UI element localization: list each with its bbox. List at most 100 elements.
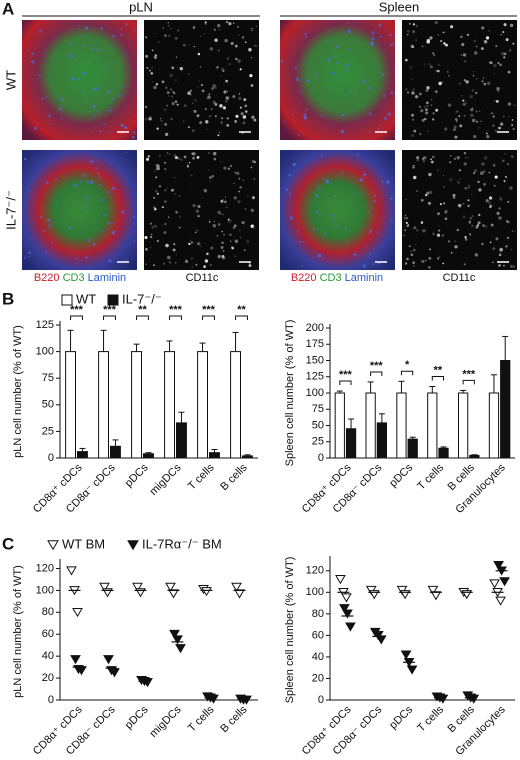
speckle [164,168,167,170]
data-point [489,579,500,589]
speckle [69,54,74,58]
y-tick-label: 175 [306,338,324,350]
speckle [248,264,252,267]
significance-label: ** [138,304,147,316]
speckle [239,229,241,232]
bar [376,422,387,459]
speckle [216,66,219,69]
speckle [408,22,411,25]
bar [143,453,154,459]
speckle [31,60,35,64]
speckle [406,33,409,36]
speckle [430,98,433,101]
speckle [170,27,172,30]
speckle [111,97,115,101]
speckle [456,156,460,160]
speckle [164,34,167,37]
speckle [414,95,419,99]
speckle [121,210,125,214]
speckle [254,44,258,48]
speckle [183,104,187,107]
bar [197,351,209,459]
speckle [220,161,222,163]
speckle [476,120,479,123]
speckle [254,44,256,47]
speckle [487,200,491,205]
speckle [175,210,179,214]
speckle [167,24,170,27]
data-point [165,582,176,592]
bar [334,392,345,459]
speckle [129,112,131,115]
speckle [428,256,432,260]
speckle [467,204,470,208]
speckle [297,134,300,137]
speckle [149,246,152,249]
speckle [460,35,463,39]
speckle [216,235,219,237]
speckle [404,262,408,265]
speckle [502,115,505,118]
speckle [89,266,92,268]
speckle [345,69,349,73]
speckle [432,52,435,55]
speckle [285,188,289,191]
speckle [222,69,225,73]
speckle [411,78,414,80]
speckle [447,240,451,243]
speckle [173,176,176,179]
speckle [361,79,366,84]
bar [77,451,88,459]
speckle [124,22,129,27]
speckle [208,93,211,96]
speckle [102,213,107,217]
speckle [39,29,43,33]
speckle [153,85,157,90]
speckle [374,98,376,101]
speckle [177,29,180,32]
speckle [98,176,101,179]
speckle [108,259,112,263]
speckle [85,256,88,259]
speckle [381,73,385,77]
speckle [492,115,495,118]
speckle [480,171,484,175]
speckle [507,221,510,224]
speckle [146,157,150,161]
data-point [168,589,179,599]
data-point [495,596,506,606]
speckle [225,79,229,83]
speckle [193,45,195,48]
bar [131,351,143,459]
y-tick-label: 75 [312,403,324,415]
speckle [420,109,424,113]
speckle [305,108,309,112]
speckle [333,226,336,229]
speckle [158,68,160,70]
speckle [173,92,176,95]
speckle [437,212,440,216]
speckle [161,80,165,84]
data-point [70,655,81,665]
bar [365,392,376,459]
micrograph [280,20,395,140]
speckle [483,39,488,44]
micrograph [144,20,259,140]
speckle [426,191,430,195]
speckle [222,213,224,216]
speckle [335,45,339,49]
significance-label: *** [202,304,216,316]
speckle [159,117,162,120]
stain: Laminin [345,272,384,284]
data-point [345,622,356,632]
legend-label: WT [76,291,96,306]
significance-label: *** [169,304,183,316]
micrograph [280,150,395,270]
speckle [92,104,96,109]
speckle [234,255,236,258]
speckle [190,174,193,177]
speckle [154,32,156,35]
bar [209,452,220,459]
speckle [183,120,185,122]
x-tick-label: T cells [186,703,217,734]
